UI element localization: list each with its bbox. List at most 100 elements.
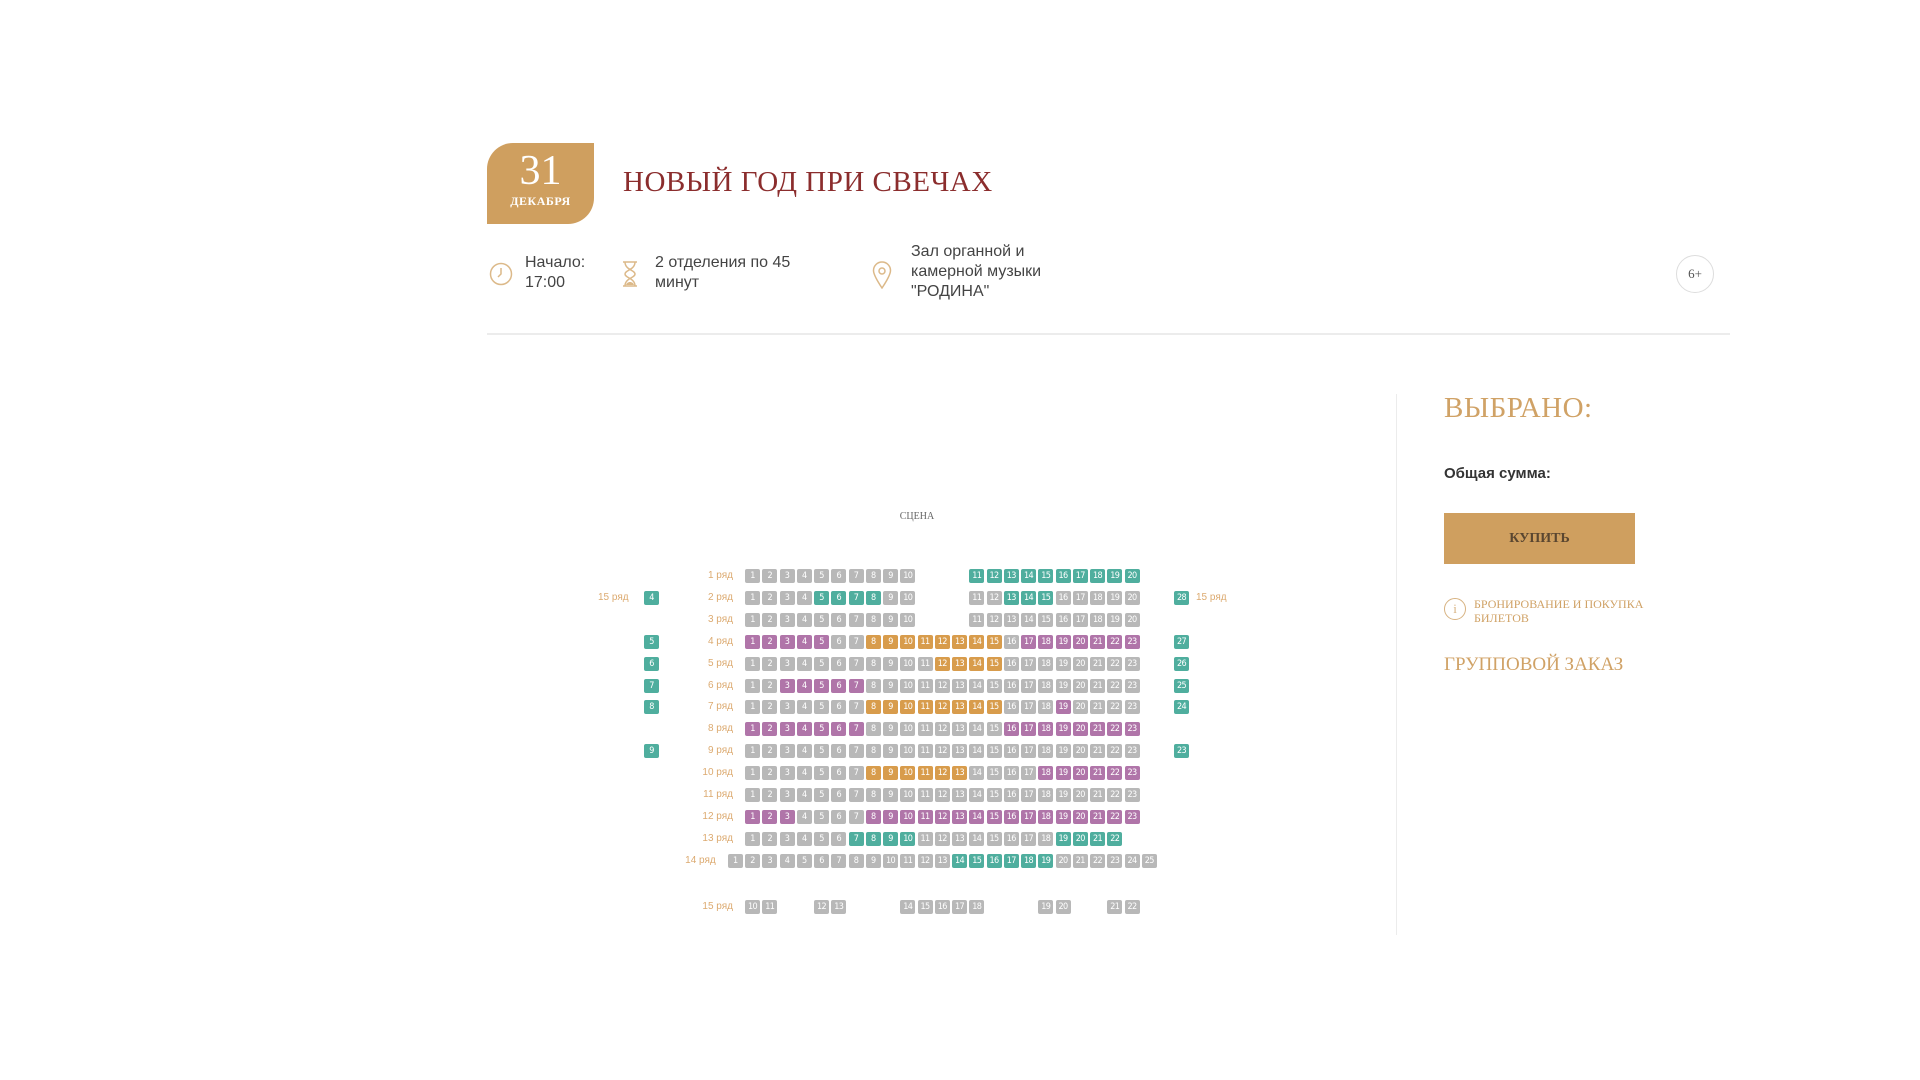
seat[interactable]: 16 [1003,744,1019,759]
seat[interactable]: 23 [1174,744,1189,759]
seat[interactable]: 11 [917,788,933,802]
seat[interactable]: 12 [934,656,950,671]
seat[interactable]: 23 [1124,744,1140,759]
booking-info-link[interactable]: i БРОНИРОВАНИЕ И ПОКУПКА БИЛЕТОВ [1444,597,1674,625]
seat[interactable]: 18 [1038,700,1054,715]
seat[interactable]: 16 [1055,612,1071,627]
seat[interactable]: 17 [1021,700,1036,715]
seat[interactable]: 17 [1021,809,1036,824]
seat[interactable]: 12 [934,766,950,781]
seat[interactable]: 15 [986,809,1002,824]
seat[interactable]: 14 [969,678,985,693]
seat[interactable]: 1 [745,656,760,671]
seat[interactable]: 12 [986,612,1002,627]
seat[interactable]: 2 [762,809,778,824]
seat[interactable]: 17 [1021,744,1036,759]
seat[interactable]: 17 [1021,831,1036,846]
seat[interactable]: 9 [883,722,898,737]
seat[interactable]: 17 [1021,634,1036,649]
seat[interactable]: 12 [917,853,933,868]
seat[interactable]: 7 [848,590,864,605]
seat[interactable]: 16 [1003,678,1019,693]
seat[interactable]: 14 [900,900,916,914]
seat[interactable]: 12 [814,900,829,914]
seat[interactable]: 7 [831,853,847,868]
seat[interactable]: 10 [900,700,916,715]
seat[interactable]: 3 [779,744,795,759]
seat[interactable]: 3 [779,766,795,781]
seat[interactable]: 1 [727,853,743,868]
seat[interactable]: 4 [644,590,659,605]
seat[interactable]: 14 [969,809,985,824]
seat[interactable]: 2 [762,722,778,737]
seat[interactable]: 22 [1107,700,1123,715]
seat[interactable]: 12 [986,569,1002,583]
seat[interactable]: 13 [952,766,967,781]
seat[interactable]: 13 [831,900,847,914]
seat[interactable]: 4 [796,700,812,715]
seat[interactable]: 17 [1021,788,1036,802]
seat[interactable]: 5 [644,634,659,649]
seat[interactable]: 21 [1090,656,1105,671]
seat[interactable]: 17 [1072,612,1088,627]
seat[interactable]: 18 [1038,766,1054,781]
seat[interactable]: 20 [1124,569,1140,583]
seat[interactable]: 20 [1072,744,1088,759]
seat[interactable]: 4 [796,722,812,737]
seat[interactable]: 8 [865,678,881,693]
seat[interactable]: 17 [1072,569,1088,583]
seat[interactable]: 19 [1055,700,1071,715]
seat[interactable]: 18 [1038,788,1054,802]
seat[interactable]: 13 [952,744,967,759]
seat[interactable]: 9 [883,788,898,802]
seat[interactable]: 20 [1072,766,1088,781]
seat[interactable]: 15 [986,831,1002,846]
seat[interactable]: 16 [986,853,1002,868]
seat[interactable]: 19 [1107,590,1123,605]
seat[interactable]: 2 [762,569,778,583]
seat[interactable]: 14 [1021,569,1036,583]
seat[interactable]: 6 [831,678,847,693]
seat[interactable]: 23 [1107,853,1123,868]
seat[interactable]: 8 [644,700,659,715]
seat[interactable]: 19 [1055,809,1071,824]
seat[interactable]: 8 [865,809,881,824]
seat[interactable]: 2 [762,590,778,605]
seat[interactable]: 5 [814,744,829,759]
seat[interactable]: 10 [900,744,916,759]
seat[interactable]: 9 [865,853,881,868]
seat[interactable]: 5 [814,788,829,802]
seat[interactable]: 18 [1090,569,1105,583]
seat[interactable]: 8 [865,700,881,715]
seat[interactable]: 23 [1124,656,1140,671]
seat[interactable]: 14 [969,634,985,649]
seat[interactable]: 8 [865,788,881,802]
seat[interactable]: 13 [952,788,967,802]
seat[interactable]: 19 [1055,788,1071,802]
seat[interactable]: 19 [1038,853,1054,868]
seat[interactable]: 23 [1124,722,1140,737]
seat[interactable]: 18 [969,900,985,914]
seat[interactable]: 6 [831,788,847,802]
seat[interactable]: 13 [952,831,967,846]
seat[interactable]: 8 [865,722,881,737]
seat[interactable]: 14 [969,656,985,671]
seat[interactable]: 7 [848,612,864,627]
seat[interactable]: 5 [814,700,829,715]
seat[interactable]: 2 [762,700,778,715]
seat[interactable]: 1 [745,766,760,781]
seat[interactable]: 6 [831,634,847,649]
seat[interactable]: 15 [917,900,933,914]
seat[interactable]: 19 [1055,656,1071,671]
seat[interactable]: 28 [1174,590,1189,605]
seat[interactable]: 21 [1090,700,1105,715]
seat[interactable]: 20 [1072,634,1088,649]
seat[interactable]: 13 [1003,612,1019,627]
seat[interactable]: 4 [796,678,812,693]
seat[interactable]: 20 [1124,612,1140,627]
seat[interactable]: 13 [952,656,967,671]
seat[interactable]: 9 [883,766,898,781]
seat[interactable]: 11 [900,853,916,868]
seat[interactable]: 13 [952,700,967,715]
seat[interactable]: 13 [934,853,950,868]
